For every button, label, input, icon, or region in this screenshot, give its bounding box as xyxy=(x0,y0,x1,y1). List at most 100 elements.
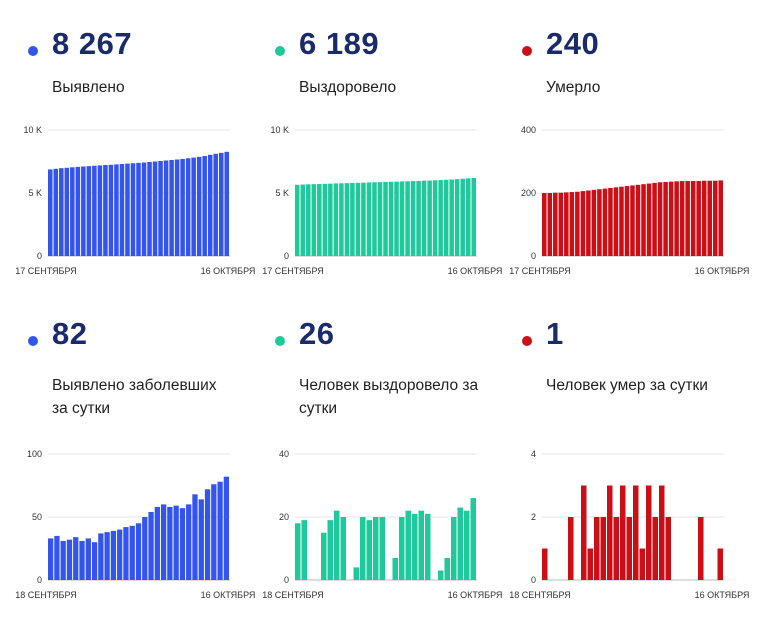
legend-dot xyxy=(275,336,285,346)
bar xyxy=(547,193,553,256)
bar xyxy=(377,182,383,256)
stat-number: 8 267 xyxy=(52,26,133,61)
bar xyxy=(690,181,696,256)
bar xyxy=(108,164,114,256)
bar xyxy=(174,159,180,256)
bar xyxy=(73,537,79,580)
x-end-label: 16 ОКТЯБРЯ xyxy=(448,590,503,600)
x-end-label: 16 ОКТЯБРЯ xyxy=(448,266,503,276)
bar xyxy=(607,485,613,580)
bar xyxy=(169,159,174,256)
bar xyxy=(224,151,229,256)
bar xyxy=(48,538,54,580)
y-tick-label: 0 xyxy=(37,575,42,585)
bar xyxy=(179,508,186,580)
bar xyxy=(98,533,104,580)
x-start-label: 18 СЕНТЯБРЯ xyxy=(509,590,571,600)
stat-number: 1 xyxy=(546,316,564,351)
bar xyxy=(679,181,685,256)
bar xyxy=(619,186,624,256)
bar xyxy=(668,181,674,256)
bar xyxy=(674,181,679,256)
bar xyxy=(327,520,333,580)
bar xyxy=(657,182,663,256)
stat-number: 240 xyxy=(546,26,600,61)
stat-label: Выявлено заболевших за сутки xyxy=(52,377,217,417)
bar xyxy=(399,517,405,580)
bar xyxy=(117,529,123,580)
bar xyxy=(457,507,463,580)
bar xyxy=(581,485,587,580)
bar xyxy=(624,186,630,256)
bar xyxy=(213,153,218,256)
y-tick-label: 20 xyxy=(279,512,289,522)
bar xyxy=(198,499,204,580)
bar xyxy=(460,178,465,256)
bar xyxy=(454,179,460,256)
bar xyxy=(92,165,97,256)
bar xyxy=(392,557,398,580)
bar xyxy=(148,511,154,580)
bar xyxy=(191,157,196,256)
bar xyxy=(470,498,476,580)
bar xyxy=(717,548,723,580)
bar xyxy=(86,166,92,256)
legend-dot xyxy=(522,46,532,56)
stat-label: Умерло xyxy=(546,79,601,96)
bar xyxy=(394,181,399,256)
bar xyxy=(48,169,53,256)
bar xyxy=(97,165,103,256)
bar xyxy=(142,517,148,580)
bar xyxy=(53,168,59,256)
recovered-total-panel: 6 189 Выздоровело 10 K 5 K 0 17 СЕНТЯБРЯ 16 ОК… xyxy=(262,26,511,326)
bar xyxy=(355,182,361,256)
bar xyxy=(123,527,129,580)
bar xyxy=(600,517,606,580)
bar xyxy=(301,520,307,580)
bar xyxy=(136,162,141,256)
bar xyxy=(443,179,449,256)
bar xyxy=(449,179,454,256)
x-start-label: 17 СЕНТЯБРЯ xyxy=(509,266,571,276)
bar xyxy=(405,510,411,580)
stat-label: Выздоровело xyxy=(299,79,397,96)
bar xyxy=(718,180,723,256)
bar xyxy=(620,485,626,580)
bar xyxy=(64,167,70,256)
bar xyxy=(587,548,593,580)
bar xyxy=(569,192,575,256)
bar xyxy=(379,517,385,580)
bar xyxy=(427,180,432,256)
y-tick-label: 100 xyxy=(27,449,42,459)
bar xyxy=(85,538,91,580)
bar xyxy=(186,504,192,580)
bar xyxy=(129,525,135,580)
bar xyxy=(665,517,671,580)
bar xyxy=(167,506,173,580)
bar xyxy=(125,163,130,256)
bar xyxy=(207,154,213,256)
bar xyxy=(646,485,652,580)
bar xyxy=(712,180,718,256)
bar xyxy=(438,180,443,256)
bar xyxy=(597,189,602,256)
bar xyxy=(399,181,405,256)
bar xyxy=(160,504,167,580)
x-end-label: 16 ОКТЯБРЯ xyxy=(201,266,256,276)
y-tick-label: 10 K xyxy=(23,125,42,135)
bar xyxy=(196,156,202,256)
x-start-label: 17 СЕНТЯБРЯ xyxy=(15,266,77,276)
bar xyxy=(70,167,75,256)
bar xyxy=(646,183,652,256)
bar xyxy=(471,178,476,256)
y-tick-label: 40 xyxy=(279,449,289,459)
bar xyxy=(54,535,60,580)
bar xyxy=(416,180,421,256)
bar-chart: 10 K 5 K 0 17 СЕНТЯБРЯ 16 ОКТЯБРЯ xyxy=(15,125,256,276)
bar xyxy=(114,164,119,256)
bar xyxy=(641,184,646,256)
bar xyxy=(350,182,355,256)
y-tick-label: 10 K xyxy=(270,125,289,135)
bar xyxy=(630,185,635,256)
y-tick-label: 0 xyxy=(37,251,42,261)
